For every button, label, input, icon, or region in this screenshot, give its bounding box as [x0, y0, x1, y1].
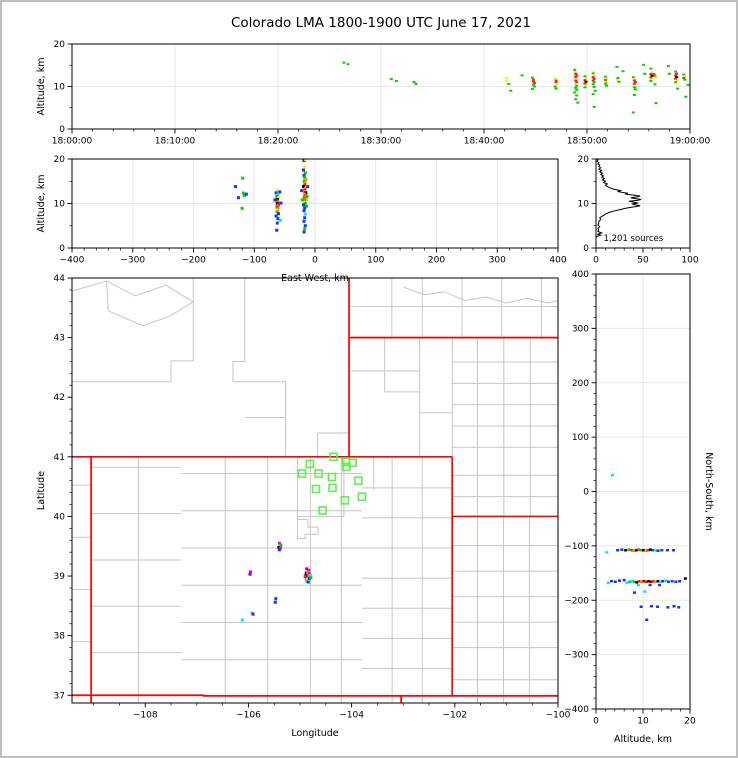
north-south-height-panel: 0 10 20 400 300 200 100 0 −100 −200 −300 −400 Altitu… — [564, 270, 714, 745]
svg-text:−104: −104 — [339, 711, 364, 721]
east-west-height-panel-points — [233, 158, 310, 234]
svg-text:300: 300 — [572, 324, 589, 334]
svg-text:43: 43 — [54, 334, 65, 344]
svg-text:−102: −102 — [442, 711, 467, 721]
time-height-panel-points — [342, 61, 690, 114]
svg-text:20: 20 — [54, 155, 66, 165]
svg-text:10: 10 — [54, 83, 66, 93]
svg-text:38: 38 — [54, 632, 66, 642]
svg-text:44: 44 — [54, 274, 66, 284]
svg-text:−200: −200 — [564, 596, 589, 606]
svg-text:0: 0 — [59, 125, 65, 135]
svg-text:10: 10 — [54, 200, 66, 210]
east-west-height-panel-axes: −400 −300 −200 −100 0 100 200 300 40001020East-W… — [36, 155, 567, 284]
north-south-height-panel-ylabel-right: North-South, km — [703, 452, 714, 530]
county-borders — [71, 278, 559, 703]
svg-text:18:00:00: 18:00:00 — [52, 137, 93, 147]
svg-text:−100: −100 — [242, 256, 267, 266]
svg-text:200: 200 — [428, 256, 445, 266]
time-height-panel-ylabel: Altitude, km — [36, 58, 47, 116]
svg-text:20: 20 — [54, 40, 66, 50]
svg-text:18:10:00: 18:10:00 — [155, 137, 196, 147]
svg-text:10: 10 — [578, 200, 590, 210]
svg-text:39: 39 — [54, 572, 66, 582]
svg-text:0: 0 — [583, 488, 589, 498]
svg-text:18:50:00: 18:50:00 — [567, 137, 608, 147]
svg-text:0: 0 — [583, 244, 589, 254]
lma-station-markers — [297, 452, 367, 515]
svg-text:100: 100 — [367, 256, 384, 266]
map-panel-points — [240, 541, 313, 622]
svg-text:−300: −300 — [120, 256, 145, 266]
north-south-height-panel-xlabel: Altitude, km — [614, 734, 672, 745]
svg-text:−106: −106 — [236, 711, 261, 721]
svg-text:18:30:00: 18:30:00 — [361, 137, 402, 147]
altitude-histogram-panel: 1,201 sources 0 50 100 0 10 20 — [578, 155, 699, 266]
svg-text:18:40:00: 18:40:00 — [464, 137, 505, 147]
time-height-panel-axes: 18:00:00 18:10:00 18:20:00 18:30:00 18:40:00… — [36, 40, 710, 147]
svg-text:20: 20 — [684, 717, 696, 727]
svg-text:42: 42 — [54, 393, 65, 403]
svg-text:37: 37 — [54, 691, 65, 701]
east-west-height-panel-gridlines — [72, 159, 558, 248]
svg-text:20: 20 — [578, 155, 590, 165]
svg-text:100: 100 — [572, 433, 589, 443]
svg-text:0: 0 — [593, 256, 599, 266]
svg-text:10: 10 — [637, 717, 649, 727]
svg-text:−300: −300 — [564, 651, 589, 661]
altitude-histogram-panel-axes: 0 50 100 0 10 20 — [578, 155, 699, 266]
svg-text:200: 200 — [572, 379, 589, 389]
map-panel-axes: −108 −106 −104 −102 −100 37 38 39 40 41 42 43 44 Long… — [36, 274, 571, 739]
north-south-height-panel-axes: 0 10 20 400 300 200 100 0 −100 −200 −300 −400 Altitu… — [564, 270, 714, 745]
north-south-height-panel-points — [605, 473, 687, 622]
svg-text:50: 50 — [637, 256, 649, 266]
svg-text:−108: −108 — [133, 711, 158, 721]
svg-text:0: 0 — [593, 717, 599, 727]
east-west-height-panel-ylabel: Altitude, km — [36, 175, 47, 233]
svg-text:19:00:00: 19:00:00 — [670, 137, 711, 147]
map-panel-xlabel: Longitude — [291, 728, 338, 739]
svg-text:−400: −400 — [60, 256, 85, 266]
time-height-panel: 18:00:00 18:10:00 18:20:00 18:30:00 18:40:00… — [36, 40, 710, 147]
map-panel: −108 −106 −104 −102 −100 37 38 39 40 41 42 43 44 Long… — [36, 274, 571, 739]
svg-text:−100: −100 — [564, 542, 589, 552]
svg-text:−200: −200 — [181, 256, 206, 266]
svg-text:300: 300 — [489, 256, 506, 266]
svg-text:0: 0 — [312, 256, 318, 266]
svg-text:0: 0 — [59, 244, 65, 254]
east-west-height-panel: −400 −300 −200 −100 0 100 200 300 40001020East-W… — [36, 155, 567, 284]
altitude-histogram-panel-gridlines — [596, 159, 690, 248]
svg-text:−100: −100 — [546, 711, 571, 721]
map-panel-ylabel: Latitude — [36, 471, 47, 510]
source-histogram-line — [595, 158, 642, 239]
north-south-height-panel-gridlines — [596, 274, 690, 709]
state-borders — [71, 278, 558, 703]
svg-text:40: 40 — [54, 512, 66, 522]
time-height-panel-gridlines — [72, 44, 690, 129]
figure-title: Colorado LMA 1800-1900 UTC June 17, 2021 — [230, 15, 532, 31]
svg-text:400: 400 — [549, 256, 566, 266]
source-count-label: 1,201 sources — [604, 234, 664, 244]
svg-text:100: 100 — [681, 256, 698, 266]
map-panel-frame — [71, 277, 559, 704]
svg-text:18:20:00: 18:20:00 — [258, 137, 299, 147]
svg-text:−400: −400 — [564, 705, 589, 715]
svg-text:400: 400 — [572, 270, 589, 280]
svg-text:41: 41 — [54, 453, 65, 463]
